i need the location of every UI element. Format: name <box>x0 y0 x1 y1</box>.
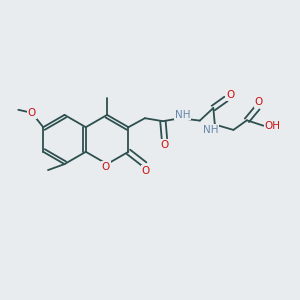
Text: NH: NH <box>175 110 190 120</box>
Text: O: O <box>142 166 150 176</box>
Text: O: O <box>160 140 169 150</box>
Text: O: O <box>28 108 36 118</box>
Text: OH: OH <box>264 121 280 131</box>
Text: NH: NH <box>202 125 218 135</box>
Text: O: O <box>101 161 110 172</box>
Text: O: O <box>226 90 234 100</box>
Text: O: O <box>255 97 263 107</box>
